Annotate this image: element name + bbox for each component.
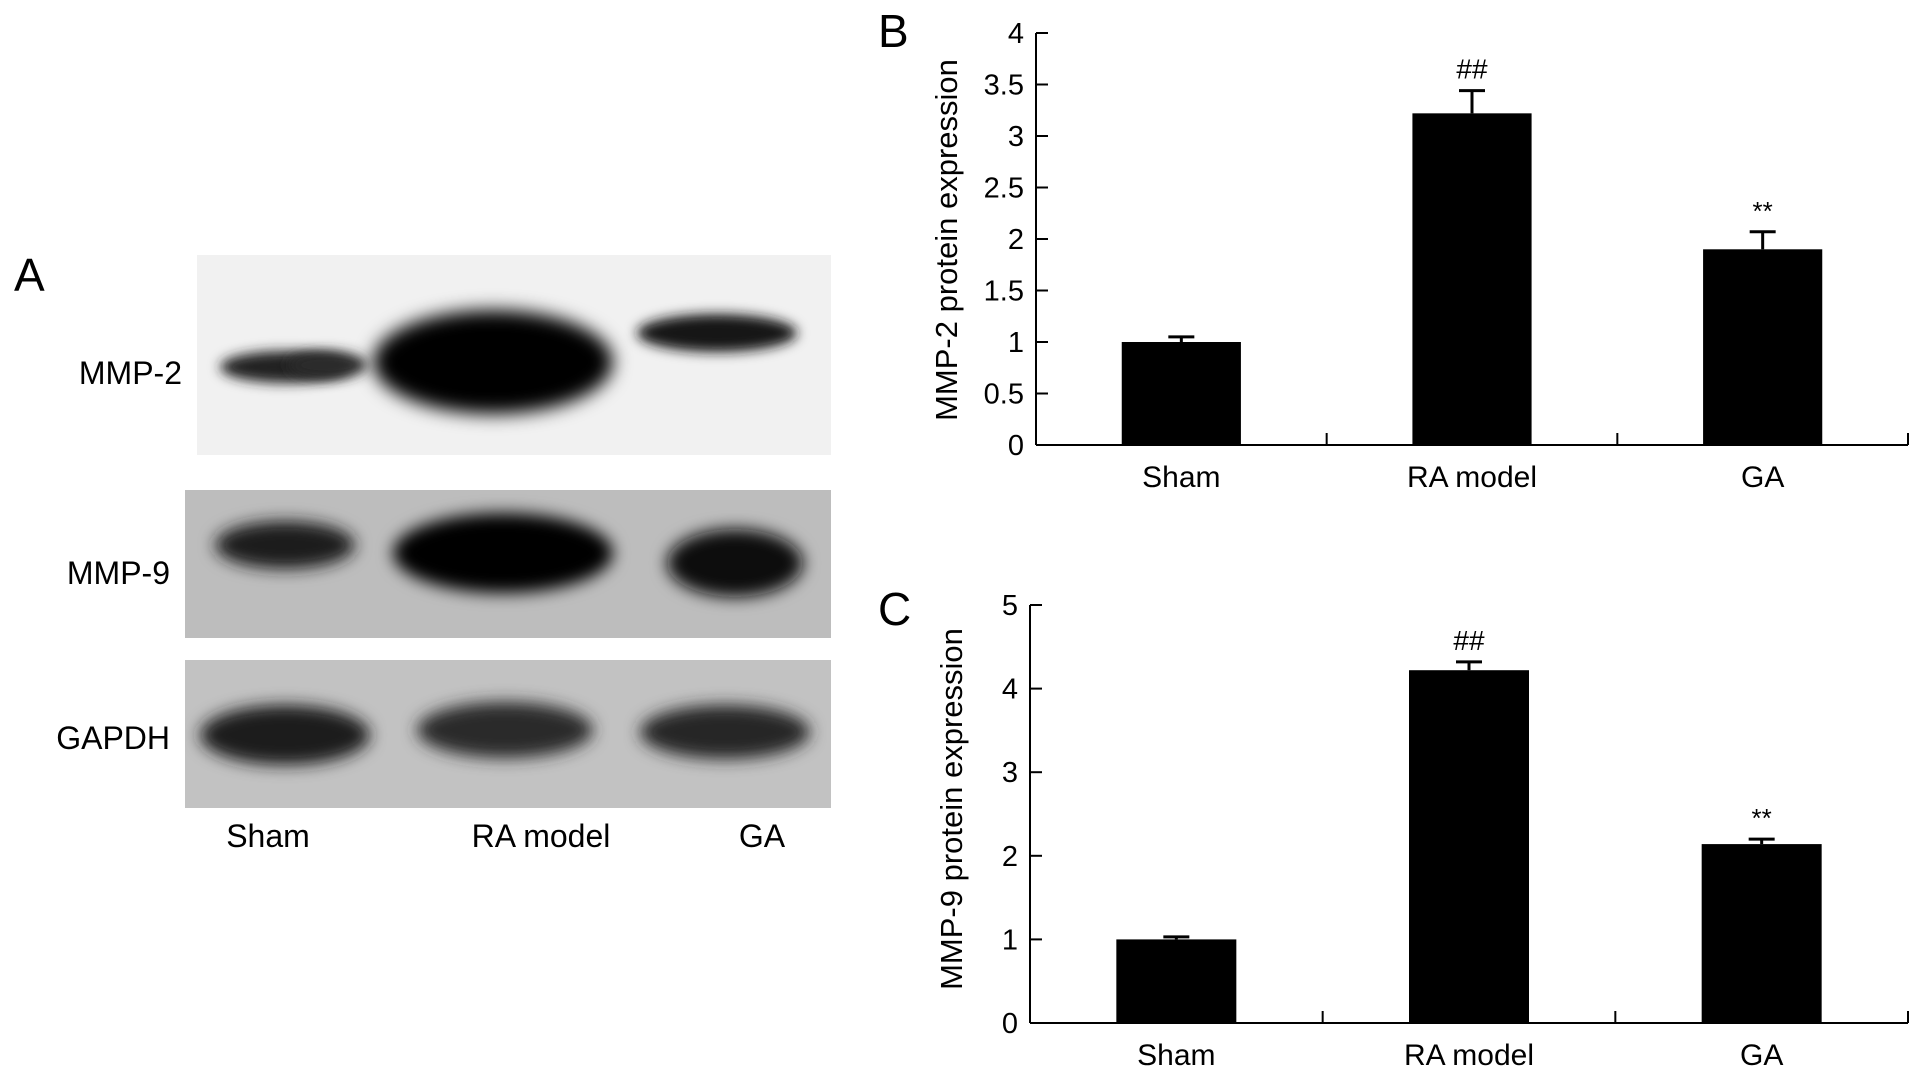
y-tick-label: 1 — [1008, 327, 1024, 359]
significance-label: ** — [1752, 803, 1772, 833]
panel-c-letter: C — [878, 583, 912, 635]
blot-bands-mmp9 — [215, 513, 803, 597]
x-tick-label: RA model — [1407, 461, 1537, 494]
band-mmp9-ga — [667, 529, 803, 597]
y-tick-label: 3 — [1002, 757, 1018, 789]
significance-label: ## — [1456, 54, 1488, 85]
x-tick-label: GA — [1740, 1039, 1783, 1072]
bar-ga — [1703, 249, 1823, 445]
y-tick-label: 4 — [1008, 18, 1024, 50]
x-tick-label: Sham — [1142, 461, 1220, 494]
y-tick-label: 3.5 — [984, 70, 1024, 102]
y-tick-label: 3 — [1008, 121, 1024, 153]
panel-a-letter: A — [14, 249, 45, 301]
bar-ra-model — [1412, 113, 1532, 445]
band-gapdh-sham — [200, 705, 370, 765]
y-tick-label: 2 — [1002, 841, 1018, 873]
y-tick-label: 1.5 — [984, 276, 1024, 308]
band-mmp2-sham-b — [287, 351, 367, 379]
lane-label-sham: Sham — [226, 818, 310, 854]
lane-label-ra-model: RA model — [471, 818, 611, 854]
blot-bands-gapdh — [200, 702, 810, 765]
significance-label: ** — [1753, 196, 1773, 226]
band-mmp9-ra — [393, 513, 613, 593]
band-mmp2-ra — [373, 310, 613, 414]
chart-mmp2: 0 0.5 1 1.5 2 2.5 3 3.5 4 Sham ## RA model ** GA MMP-2… — [929, 18, 1909, 494]
y-tick-label: 5 — [1002, 590, 1018, 622]
band-mmp9-sham — [215, 521, 355, 569]
bar-sham — [1116, 939, 1237, 1023]
blot-strip-mmp2 — [197, 255, 831, 455]
y-tick-label: 4 — [1002, 674, 1018, 706]
y-tick-label: 0 — [1002, 1008, 1018, 1040]
y-axis-title: MMP-9 protein expression — [934, 628, 969, 990]
bar-ra-model — [1409, 670, 1529, 1023]
y-tick-label: 1 — [1002, 924, 1018, 956]
panel-b-letter: B — [878, 5, 909, 57]
y-tick-label: 2.5 — [984, 173, 1024, 205]
y-tick-label: 0 — [1008, 430, 1024, 462]
blot-strip-mmp9 — [185, 490, 831, 638]
blot-label-gapdh: GAPDH — [56, 720, 170, 756]
y-axis-title: MMP-2 protein expression — [929, 59, 964, 421]
blot-strip-gapdh — [185, 660, 831, 808]
band-gapdh-ra — [417, 702, 593, 758]
chart-mmp9: 0 1 2 3 4 5 Sham ## RA model ** GA MMP-9 protein ex… — [934, 590, 1909, 1072]
y-tick-label: 2 — [1008, 224, 1024, 256]
blot-label-mmp9: MMP-9 — [66, 555, 170, 591]
x-tick-label: Sham — [1137, 1039, 1215, 1072]
significance-label: ## — [1453, 625, 1485, 656]
band-gapdh-ga — [640, 705, 810, 759]
bar-sham — [1121, 342, 1241, 445]
blot-label-mmp2: MMP-2 — [78, 355, 182, 391]
lane-label-ga: GA — [738, 818, 786, 854]
y-tick-label: 0.5 — [984, 379, 1024, 411]
blot-bands-mmp2 — [220, 310, 797, 414]
x-tick-label: RA model — [1404, 1039, 1534, 1072]
bar-ga — [1701, 844, 1822, 1023]
x-tick-label: GA — [1741, 461, 1784, 494]
band-mmp2-ga — [637, 314, 797, 352]
